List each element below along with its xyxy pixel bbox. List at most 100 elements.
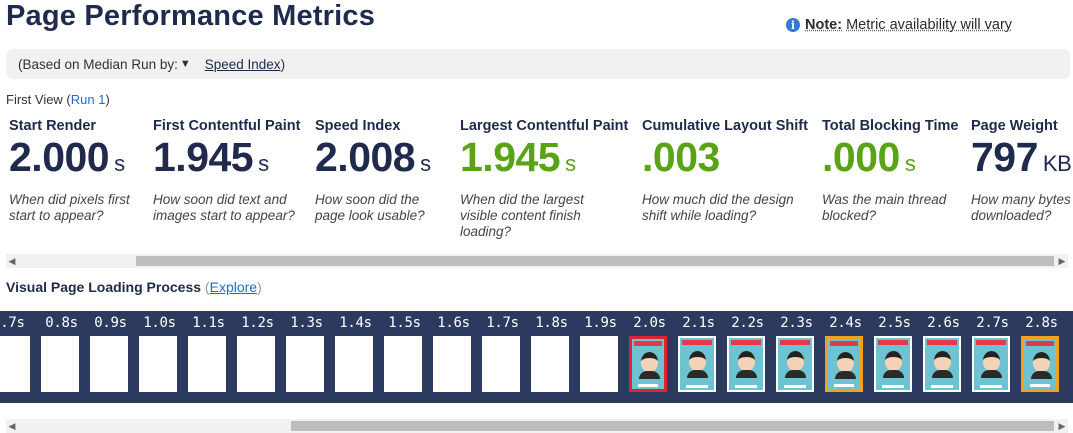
frame-thumbnail[interactable] (335, 336, 373, 392)
thumbnail-body (981, 370, 1002, 378)
scroll-right-icon[interactable]: ▶ (1058, 420, 1066, 431)
filmstrip-frame[interactable]: 1.4s (331, 311, 380, 403)
thumbnail-banner (830, 341, 858, 346)
frame-thumbnail[interactable] (90, 336, 128, 392)
thumbnail-body (883, 370, 904, 378)
metric-label: First Contentful Paint (153, 118, 301, 134)
thumbnail-face (689, 351, 706, 371)
metric-value: 2.000 s (9, 135, 134, 186)
frame-thumbnail[interactable] (286, 336, 324, 392)
frame-time: 2.8s (1025, 315, 1058, 331)
scroll-left-icon[interactable]: ◀ (8, 420, 16, 431)
scroll-left-icon[interactable]: ◀ (8, 255, 16, 266)
metric-unit: s (114, 151, 125, 176)
filmstrip-scrollbar[interactable]: ◀ ▶ (6, 419, 1068, 433)
scroll-right-icon[interactable]: ▶ (1058, 255, 1066, 266)
frame-thumbnail[interactable] (874, 336, 912, 392)
info-icon: i (786, 18, 800, 32)
frame-thumbnail[interactable] (188, 336, 226, 392)
thumbnail-caption (980, 385, 1002, 388)
metric-total-blocking-time: Total Blocking Time .000 s Was the main t… (822, 118, 958, 224)
metric-page-weight: Page Weight 797 KB How many bytes downloa… (971, 118, 1072, 224)
note-text[interactable]: Metric availability will vary (846, 17, 1013, 33)
median-metric-select[interactable]: Speed Index (204, 56, 281, 72)
filmstrip-frame[interactable]: 2.5s (870, 311, 919, 403)
frame-thumbnail[interactable] (923, 336, 961, 392)
frame-thumbnail[interactable] (482, 336, 520, 392)
frame-time: 2.4s (829, 315, 862, 331)
run-link[interactable]: Run 1 (70, 92, 106, 107)
metric-start-render: Start Render 2.000 s When did pixels firs… (9, 118, 134, 224)
frame-thumbnail[interactable] (41, 336, 79, 392)
filmstrip-frame[interactable]: 1.6s (429, 311, 478, 403)
thumbnail-face (641, 352, 658, 372)
visual-title-text: Visual Page Loading Process (6, 279, 202, 295)
filmstrip-frame[interactable]: 2.2s (723, 311, 772, 403)
frame-time: .7s (0, 315, 25, 331)
filmstrip-frame[interactable]: 0.8s (37, 311, 86, 403)
frame-time: 2.5s (878, 315, 911, 331)
metrics-scrollbar[interactable]: ◀ ▶ (6, 254, 1068, 268)
filmstrip-frame[interactable]: 1.9s (576, 311, 625, 403)
metric-value: 1.945 s (460, 135, 628, 186)
filmstrip-frame[interactable]: 1.3s (282, 311, 331, 403)
filmstrip-scroll-thumb[interactable] (291, 421, 1054, 431)
median-prefix: (Based on Median Run by: (18, 56, 178, 72)
filmstrip[interactable]: .7s 0.8s 0.9s 1.0s 1.1s 1.2s 1.3s 1.4s 1.5s 1.6s 1… (0, 311, 1073, 403)
frame-thumbnail[interactable] (0, 336, 30, 392)
caret-down-icon[interactable]: ▼ (179, 58, 191, 70)
filmstrip-frame[interactable]: 1.1s (184, 311, 233, 403)
filmstrip-frame[interactable]: 2.0s (625, 311, 674, 403)
filmstrip-frame[interactable]: 2.1s (674, 311, 723, 403)
frame-thumbnail[interactable] (727, 336, 765, 392)
filmstrip-frame[interactable]: 2.3s (772, 311, 821, 403)
metric-desc: When did pixels first start to appear? (9, 192, 130, 223)
frame-thumbnail[interactable] (433, 336, 471, 392)
thumbnail-banner (634, 341, 662, 346)
metric-largest-contentful-paint: Largest Contentful Paint 1.945 s When did… (460, 118, 628, 240)
filmstrip-frame[interactable]: 2.8s (1017, 311, 1066, 403)
filmstrip-frame[interactable]: 2.7s (968, 311, 1017, 403)
frame-thumbnail[interactable] (776, 336, 814, 392)
metric-number: 1.945 (153, 134, 254, 180)
thumbnail-caption (638, 384, 658, 387)
frame-thumbnail[interactable] (1021, 336, 1059, 392)
frame-thumbnail[interactable] (678, 336, 716, 392)
frame-thumbnail[interactable] (139, 336, 177, 392)
metric-value: 1.945 s (153, 135, 300, 186)
thumbnail-banner (731, 340, 761, 345)
metric-label: Cumulative Layout Shift (642, 118, 808, 134)
filmstrip-frame[interactable]: 2.6s (919, 311, 968, 403)
frame-thumbnail[interactable] (629, 336, 667, 392)
frame-time: 1.9s (584, 315, 617, 331)
filmstrip-frame[interactable]: 1.5s (380, 311, 429, 403)
filmstrip-frame[interactable]: 1.2s (233, 311, 282, 403)
metric-unit: s (258, 151, 269, 176)
explore-close: ) (257, 279, 262, 295)
metric-value: .003 (642, 135, 808, 186)
filmstrip-frame[interactable]: 2.4s (821, 311, 870, 403)
frame-thumbnail[interactable] (825, 336, 863, 392)
frame-time: 1.2s (241, 315, 274, 331)
metrics-scroll-thumb[interactable] (136, 256, 1054, 266)
filmstrip-frame[interactable]: 0.9s (86, 311, 135, 403)
frame-thumbnail[interactable] (531, 336, 569, 392)
filmstrip-frame[interactable]: 1.8s (527, 311, 576, 403)
filmstrip-frame[interactable]: 1.0s (135, 311, 184, 403)
thumbnail-banner (878, 340, 908, 345)
frame-thumbnail[interactable] (237, 336, 275, 392)
frame-thumbnail[interactable] (580, 336, 618, 392)
metric-label: Start Render (9, 118, 97, 134)
frame-thumbnail[interactable] (384, 336, 422, 392)
filmstrip-frame[interactable]: 1.7s (478, 311, 527, 403)
thumbnail-face (837, 352, 854, 372)
thumbnail-face (885, 351, 902, 371)
metrics-row: Start Render 2.000 s When did pixels firs… (0, 118, 1073, 253)
explore-link[interactable]: Explore (209, 279, 258, 295)
metric-label: Page Weight (971, 118, 1058, 134)
thumbnail-banner (682, 340, 712, 345)
filmstrip-frame[interactable]: .7s (0, 311, 37, 403)
page-title: Page Performance Metrics (6, 0, 376, 32)
frame-thumbnail[interactable] (972, 336, 1010, 392)
thumbnail-face (983, 351, 1000, 371)
